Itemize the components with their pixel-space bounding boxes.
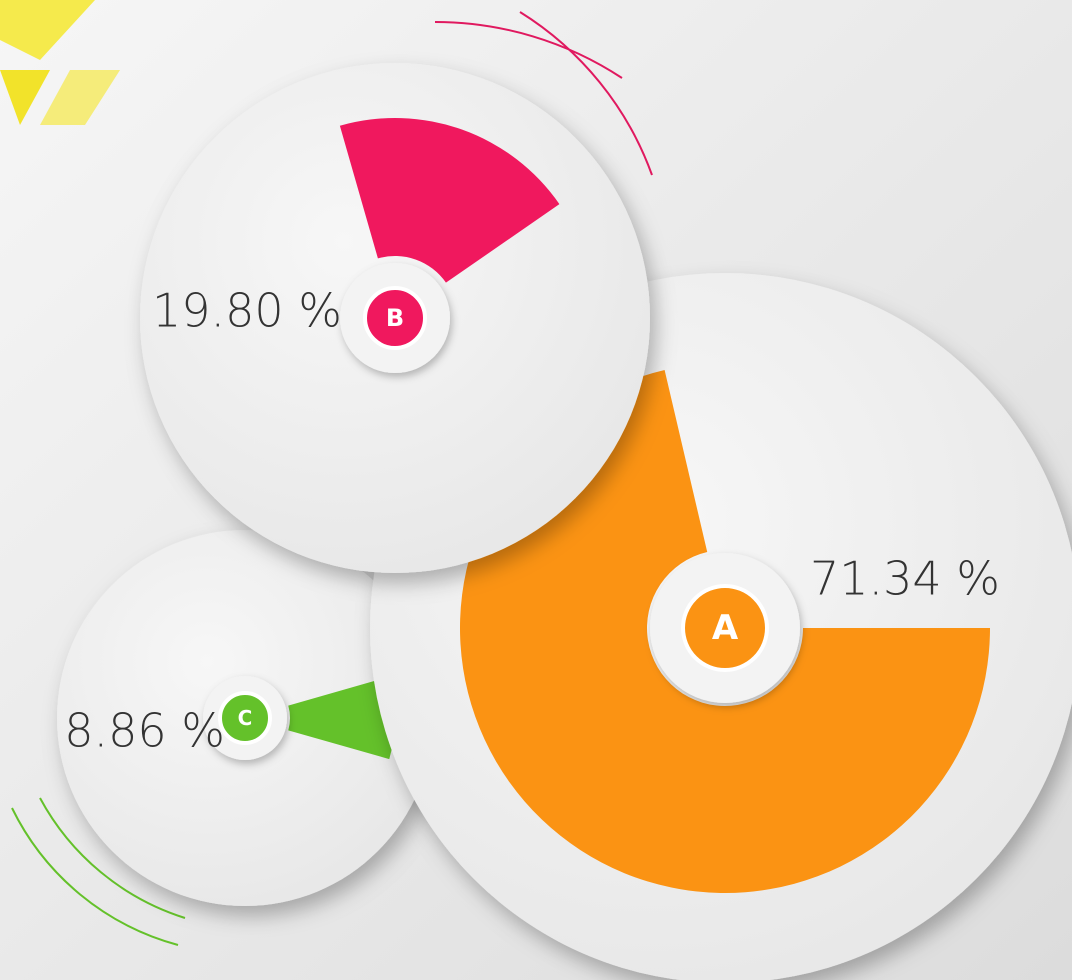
chart: C 8.86 % A 71.34 % B 19.80 % [0,0,1072,980]
value-label: 19.80 % [152,284,342,338]
value-label: 8.86 % [64,704,225,758]
category-label: C [238,706,253,730]
category-label: B [386,304,404,332]
pie-disc-group: B 19.80 % [140,63,650,573]
value-label: 71.34 % [810,552,1000,606]
category-label: A [712,608,739,648]
page: {"chart_data": {"type": "pie", "categori… [0,0,1072,980]
